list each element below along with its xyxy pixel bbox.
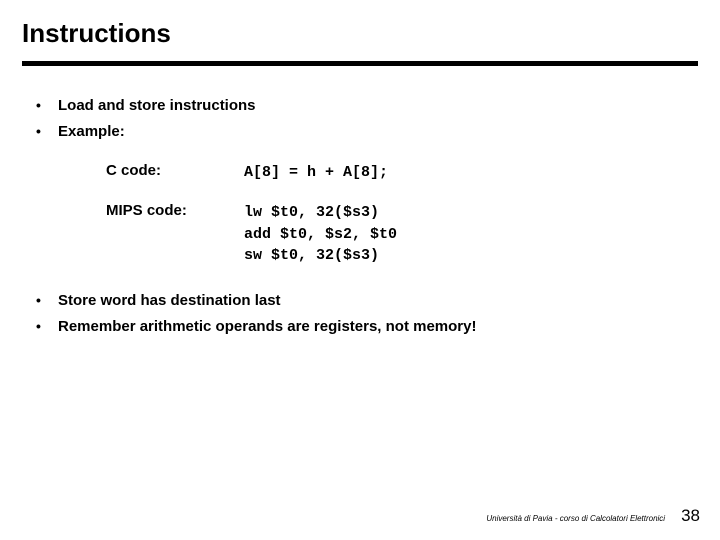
footer-text: Università di Pavia - corso di Calcolato…	[486, 514, 665, 523]
title-rule	[22, 61, 698, 66]
bullet-item: Remember arithmetic operands are registe…	[32, 315, 698, 339]
c-code-label: C code:	[106, 162, 244, 184]
bullet-item: Example:	[32, 120, 698, 144]
c-code-row: C code: A[8] = h + A[8];	[106, 162, 698, 184]
mips-code-row: MIPS code: lw $t0, 32($s3) add $t0, $s2,…	[106, 202, 698, 267]
page-number: 38	[681, 506, 700, 526]
c-code-content: A[8] = h + A[8];	[244, 162, 388, 184]
bullets-top: Load and store instructions Example:	[22, 94, 698, 144]
slide-footer: Università di Pavia - corso di Calcolato…	[486, 506, 700, 526]
slide-container: Instructions Load and store instructions…	[0, 0, 720, 339]
mips-code-label: MIPS code:	[106, 202, 244, 267]
mips-code-content: lw $t0, 32($s3) add $t0, $s2, $t0 sw $t0…	[244, 202, 397, 267]
bullet-item: Load and store instructions	[32, 94, 698, 118]
slide-title: Instructions	[22, 18, 698, 49]
bullets-bottom: Store word has destination last Remember…	[22, 289, 698, 339]
code-block: C code: A[8] = h + A[8]; MIPS code: lw $…	[106, 162, 698, 267]
bullet-item: Store word has destination last	[32, 289, 698, 313]
